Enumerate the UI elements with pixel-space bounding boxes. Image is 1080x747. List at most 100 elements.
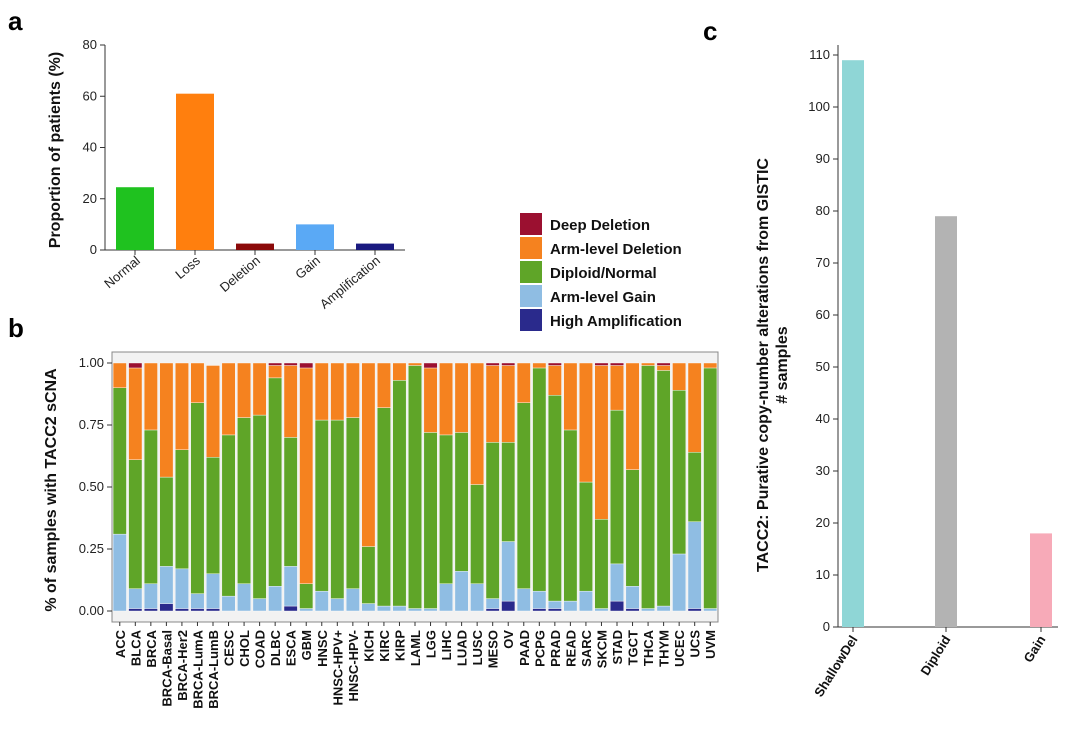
legend-label-diploid-normal: Diploid/Normal	[550, 265, 657, 282]
chart-b-xtick-label: HNSC-HPV-	[346, 630, 361, 702]
chart-b-bar-blca-deep-deletion	[128, 362, 143, 369]
chart-b-bar-lusc-arm-level-gain	[470, 583, 485, 612]
chart-b-bar-skcm-deep-deletion	[594, 362, 609, 366]
chart-b-bar-hnsc-arm-level-gain	[314, 590, 329, 612]
chart-c-ytick-label: 0	[823, 619, 830, 634]
chart-b-bar-dlbc-diploid-normal	[268, 377, 283, 587]
chart-b-bar-uvm-diploid-normal	[703, 367, 718, 609]
chart-c-bar-gain	[1030, 533, 1052, 627]
chart-b-xtick-label: KIRP	[392, 630, 407, 661]
chart-b-bar-esca-arm-level-deletion	[283, 365, 298, 438]
chart-b-ylabel: % of samples with TACC2 sCNA	[43, 368, 60, 612]
chart-b-bar-ucs-diploid-normal	[687, 452, 702, 522]
chart-b-bar-coad-arm-level-gain	[252, 598, 267, 612]
chart-b-bar-ov-deep-deletion	[501, 362, 516, 366]
chart-b-bar-prad-high-amplification	[547, 608, 562, 612]
chart-b-bar-meso-diploid-normal	[485, 442, 500, 599]
chart-a-bar-amplification	[356, 243, 394, 250]
panel-label-a: a	[8, 6, 23, 36]
chart-b-bar-brca-luma-diploid-normal	[190, 402, 205, 594]
chart-b-bar-laml-arm-level-gain	[408, 608, 422, 612]
chart-b-bar-skcm-arm-level-deletion	[594, 365, 609, 520]
chart-b-bar-brca-her2-diploid-normal	[175, 449, 189, 570]
chart-b-bar-prad-arm-level-gain	[547, 600, 562, 609]
chart-b-xtick-label: ACC	[113, 629, 128, 658]
chart-b-bar-brca-basal-arm-level-deletion	[159, 362, 174, 478]
legend: Deep Deletion Arm-level Deletion Diploid…	[520, 213, 682, 331]
panel-label-b: b	[8, 313, 24, 343]
chart-b-bar-blca-diploid-normal	[128, 459, 143, 589]
chart-b-bar-gbm-deep-deletion	[299, 362, 314, 369]
chart-b-bar-thym-diploid-normal	[656, 370, 671, 607]
chart-b-bar-stad-diploid-normal	[610, 409, 624, 565]
chart-b-bar-brca-arm-level-deletion	[143, 362, 158, 431]
chart-c-ytick-label: 40	[816, 411, 830, 426]
chart-a-xtick-label: Normal	[101, 253, 143, 291]
chart-b-bar-brca-luma-arm-level-gain	[190, 593, 205, 609]
chart-b-xtick-label: THYM	[657, 630, 672, 667]
chart-b-ytick-label: 0.00	[79, 603, 104, 618]
chart-b-bar-meso-arm-level-deletion	[485, 365, 500, 443]
chart-b-bar-hnsc-hpv-arm-level-deletion	[330, 362, 345, 421]
chart-c-bar-shallowdel	[842, 60, 864, 627]
chart-b-bar-brca-arm-level-gain	[143, 583, 158, 609]
chart-b-bar-sarc-arm-level-gain	[579, 590, 593, 612]
chart-b-bar-pcpg-arm-level-gain	[532, 590, 547, 609]
chart-a-bar-loss	[176, 93, 214, 250]
chart-b-bar-gbm-arm-level-deletion	[299, 367, 314, 584]
chart-a-bar-deletion	[236, 243, 274, 250]
chart-b-bar-luad-arm-level-gain	[454, 571, 469, 612]
chart-a-xtick-label: Amplification	[317, 253, 383, 312]
chart-b-bar-stad-arm-level-gain	[610, 563, 624, 602]
chart-a-ytick-label: 80	[83, 37, 97, 52]
chart-a-bar-gain	[296, 224, 334, 250]
chart-b-bar-brca-lumb-arm-level-deletion	[206, 365, 220, 458]
chart-b-bar-lihc-diploid-normal	[439, 434, 453, 584]
chart-b-xtick-label: DLBC	[268, 629, 283, 666]
chart-b-xtick-label: PCPG	[532, 630, 547, 667]
chart-b-bar-brca-lumb-high-amplification	[206, 608, 220, 612]
chart-c-xtick-label: Diploid	[917, 633, 953, 678]
chart-b-bar-brca-diploid-normal	[143, 429, 158, 584]
chart-b-bar-lgg-arm-level-deletion	[423, 367, 438, 433]
chart-b-bar-thca-arm-level-gain	[641, 608, 655, 612]
chart-b-xtick-label: LUSC	[470, 629, 485, 665]
chart-b-xtick-label: STAD	[610, 630, 625, 664]
chart-b-bar-acc-arm-level-deletion	[112, 362, 127, 388]
chart-a-ytick-label: 60	[83, 88, 97, 103]
chart-b-bar-read-diploid-normal	[563, 429, 578, 602]
chart-b-bar-paad-diploid-normal	[516, 402, 531, 589]
panel-label-c: c	[703, 16, 717, 46]
chart-b-bar-lusc-diploid-normal	[470, 484, 485, 584]
chart-b-bar-ucs-high-amplification	[687, 608, 702, 612]
chart-c-ytick-label: 110	[809, 47, 830, 62]
chart-b-bar-brca-her2-high-amplification	[175, 608, 189, 612]
chart-b-bar-sarc-diploid-normal	[579, 481, 593, 592]
chart-c-ytick-label: 80	[816, 203, 830, 218]
chart-b-bar-kich-diploid-normal	[361, 546, 376, 604]
chart-b-bar-blca-high-amplification	[128, 608, 143, 612]
chart-b-bar-dlbc-arm-level-deletion	[268, 365, 283, 379]
chart-b-bar-brca-her2-arm-level-gain	[175, 568, 189, 609]
chart-b-bar-blca-arm-level-deletion	[128, 367, 143, 460]
chart-b-xtick-label: LGG	[424, 630, 439, 658]
chart-a-xtick-label: Gain	[292, 253, 323, 282]
chart-b-bar-dlbc-deep-deletion	[268, 362, 283, 366]
chart-b-bar-blca-arm-level-gain	[128, 588, 143, 609]
chart-b-bar-meso-arm-level-gain	[485, 598, 500, 609]
chart-b-xtick-label: BRCA-Her2	[175, 630, 190, 701]
chart-b-bar-ov-high-amplification	[501, 600, 516, 612]
chart-b-bar-ucs-arm-level-deletion	[687, 362, 702, 453]
chart-b: % of samples with TACC2 sCNA 0.00 0.25 0.5…	[43, 351, 719, 709]
chart-b-bar-thym-arm-level-deletion	[656, 365, 671, 371]
chart-a-ytick-label: 0	[90, 242, 97, 257]
chart-b-xtick-label: UCEC	[672, 629, 687, 666]
chart-a-ylabel: Proportion of patients (%)	[47, 52, 64, 248]
chart-b-bar-pcpg-diploid-normal	[532, 367, 547, 592]
chart-b-bar-gbm-arm-level-gain	[299, 608, 314, 612]
chart-b-bar-kirc-arm-level-gain	[377, 605, 391, 612]
chart-b-ytick-label: 0.25	[79, 541, 104, 556]
chart-c-ytick-label: 30	[816, 463, 830, 478]
chart-b-bar-hnsc-arm-level-deletion	[314, 362, 329, 421]
chart-b-xtick-label: OV	[501, 630, 516, 649]
